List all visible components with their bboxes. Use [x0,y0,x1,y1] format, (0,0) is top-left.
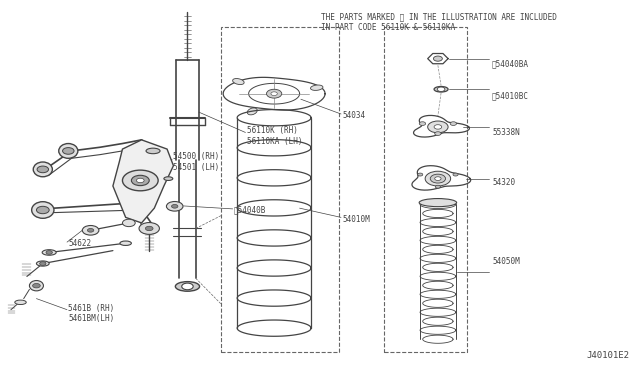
Circle shape [136,178,144,183]
Text: 54050M: 54050M [492,257,520,266]
Circle shape [437,87,445,92]
Text: 54034: 54034 [342,111,365,121]
Circle shape [430,174,445,183]
Text: 54010M: 54010M [342,215,370,224]
Ellipse shape [31,202,54,218]
Circle shape [172,205,178,208]
Circle shape [46,251,52,254]
Circle shape [435,132,441,135]
Text: 55338N: 55338N [492,128,520,137]
Circle shape [266,89,282,98]
Circle shape [139,222,159,234]
Circle shape [435,177,441,180]
Circle shape [63,148,74,154]
Circle shape [453,173,458,176]
Circle shape [428,121,448,133]
Circle shape [450,122,456,125]
Ellipse shape [175,282,200,291]
Bar [221,27,339,352]
Circle shape [145,226,153,231]
Ellipse shape [232,78,244,84]
Text: ※54040B: ※54040B [234,205,266,215]
Ellipse shape [310,85,323,90]
Ellipse shape [247,108,257,115]
Circle shape [122,219,135,227]
Ellipse shape [164,177,173,180]
Circle shape [418,173,423,176]
Ellipse shape [59,144,78,158]
Text: 54622: 54622 [68,239,92,248]
Circle shape [131,175,149,186]
Circle shape [435,185,440,188]
Ellipse shape [419,199,456,207]
Circle shape [40,262,46,265]
Ellipse shape [42,250,56,255]
Circle shape [83,225,99,235]
Circle shape [182,283,193,290]
Circle shape [88,228,94,232]
Text: ※54010BC: ※54010BC [492,91,529,100]
Bar [384,27,467,352]
Ellipse shape [36,261,49,266]
Circle shape [37,166,49,173]
Circle shape [33,283,40,288]
Text: J40101E2: J40101E2 [586,350,629,359]
Text: 54320: 54320 [492,178,515,187]
Circle shape [122,170,158,191]
Ellipse shape [146,148,160,154]
Text: ※54040BA: ※54040BA [492,60,529,69]
Circle shape [434,125,442,129]
Circle shape [419,122,426,125]
Text: 5461B (RH)
5461BM(LH): 5461B (RH) 5461BM(LH) [68,304,115,323]
Circle shape [271,92,277,96]
Ellipse shape [33,162,52,177]
Text: 54500 (RH)
54501 (LH): 54500 (RH) 54501 (LH) [173,152,220,172]
Circle shape [166,202,183,211]
Text: THE PARTS MARKED ※ IN THE ILLUSTRATION ARE INCLUDED
IN PART CODE 56110K & 56110K: THE PARTS MARKED ※ IN THE ILLUSTRATION A… [321,13,557,32]
Polygon shape [113,140,173,223]
Ellipse shape [15,300,26,305]
Circle shape [433,56,442,61]
Circle shape [425,171,451,186]
Ellipse shape [29,280,44,291]
Circle shape [36,206,49,214]
Ellipse shape [434,87,448,92]
Text: 56110K (RH)
56110KA (LH): 56110K (RH) 56110KA (LH) [246,126,302,146]
Ellipse shape [120,241,131,246]
